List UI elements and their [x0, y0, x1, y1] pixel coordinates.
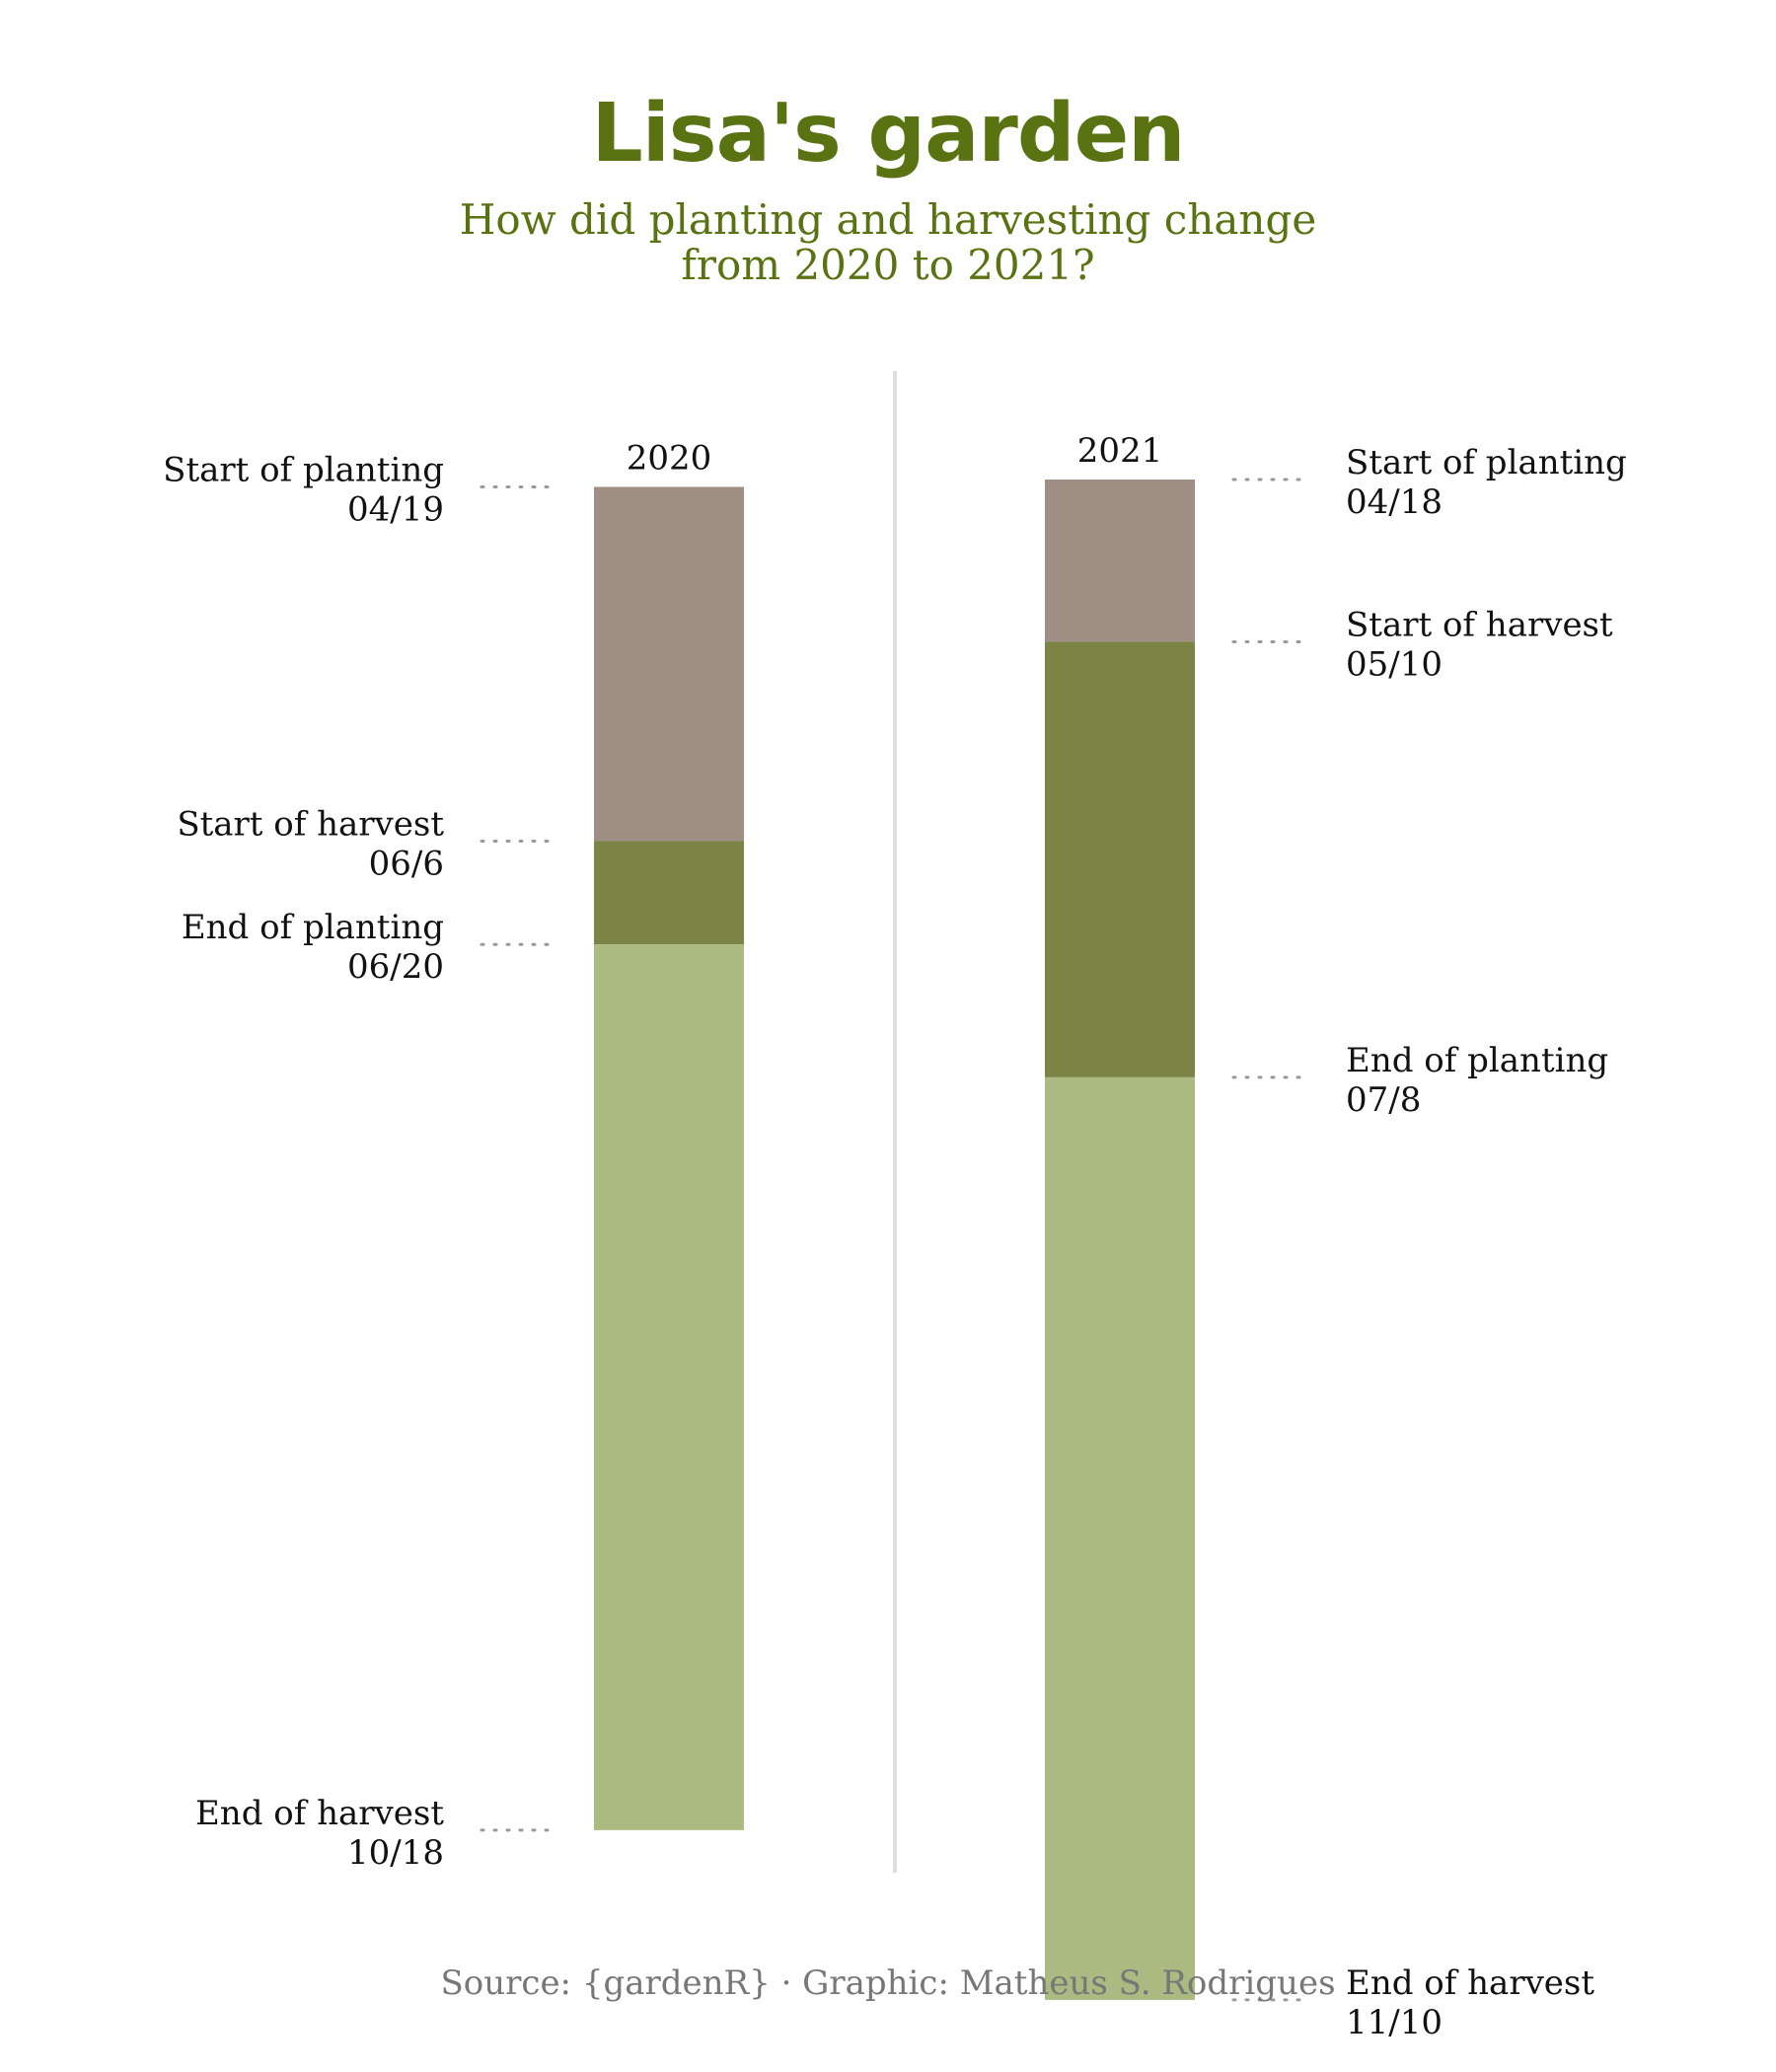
- event-name-2021-2: End of planting: [1346, 1041, 1608, 1080]
- event-date-2020-0: 04/19: [347, 489, 444, 529]
- event-date-2020-2: 06/20: [347, 947, 444, 987]
- event-name-2020-1: Start of harvest: [177, 805, 444, 845]
- event-name-2021-3: End of harvest: [1346, 1963, 1594, 2003]
- segment-planting-only-2021: [1045, 480, 1195, 642]
- segment-harvest-only-2021: [1045, 1076, 1195, 2000]
- event-date-2021-1: 05/10: [1346, 645, 1443, 685]
- year-label-2020: 2020: [627, 438, 712, 478]
- event-date-2021-3: 11/10: [1346, 2003, 1443, 2042]
- event-name-2021-0: Start of planting: [1346, 443, 1627, 482]
- chart-subtitle: How did planting and harvesting change f…: [0, 197, 1776, 288]
- subtitle-line-2: from 2020 to 2021?: [681, 241, 1095, 289]
- event-name-2021-1: Start of harvest: [1346, 606, 1613, 645]
- segment-harvest-only-2020: [594, 944, 744, 1830]
- event-date-2021-2: 07/8: [1346, 1080, 1421, 1120]
- source-caption: Source: {gardenR} · Graphic: Matheus S. …: [440, 1963, 1336, 2003]
- segment-planting-and-harvest-2021: [1045, 641, 1195, 1077]
- event-date-2020-3: 10/18: [347, 1833, 444, 1873]
- segment-planting-and-harvest-2020: [594, 841, 744, 945]
- event-date-2021-0: 04/18: [1346, 482, 1443, 522]
- subtitle-line-1: How did planting and harvesting change: [459, 195, 1317, 244]
- year-label-2021: 2021: [1077, 431, 1163, 471]
- event-date-2020-1: 06/6: [369, 845, 444, 884]
- chart-title: Lisa's garden: [591, 87, 1185, 181]
- event-name-2020-3: End of harvest: [195, 1794, 444, 1833]
- event-name-2020-0: Start of planting: [163, 450, 444, 489]
- event-name-2020-2: End of planting: [182, 908, 444, 947]
- segment-planting-only-2020: [594, 486, 744, 842]
